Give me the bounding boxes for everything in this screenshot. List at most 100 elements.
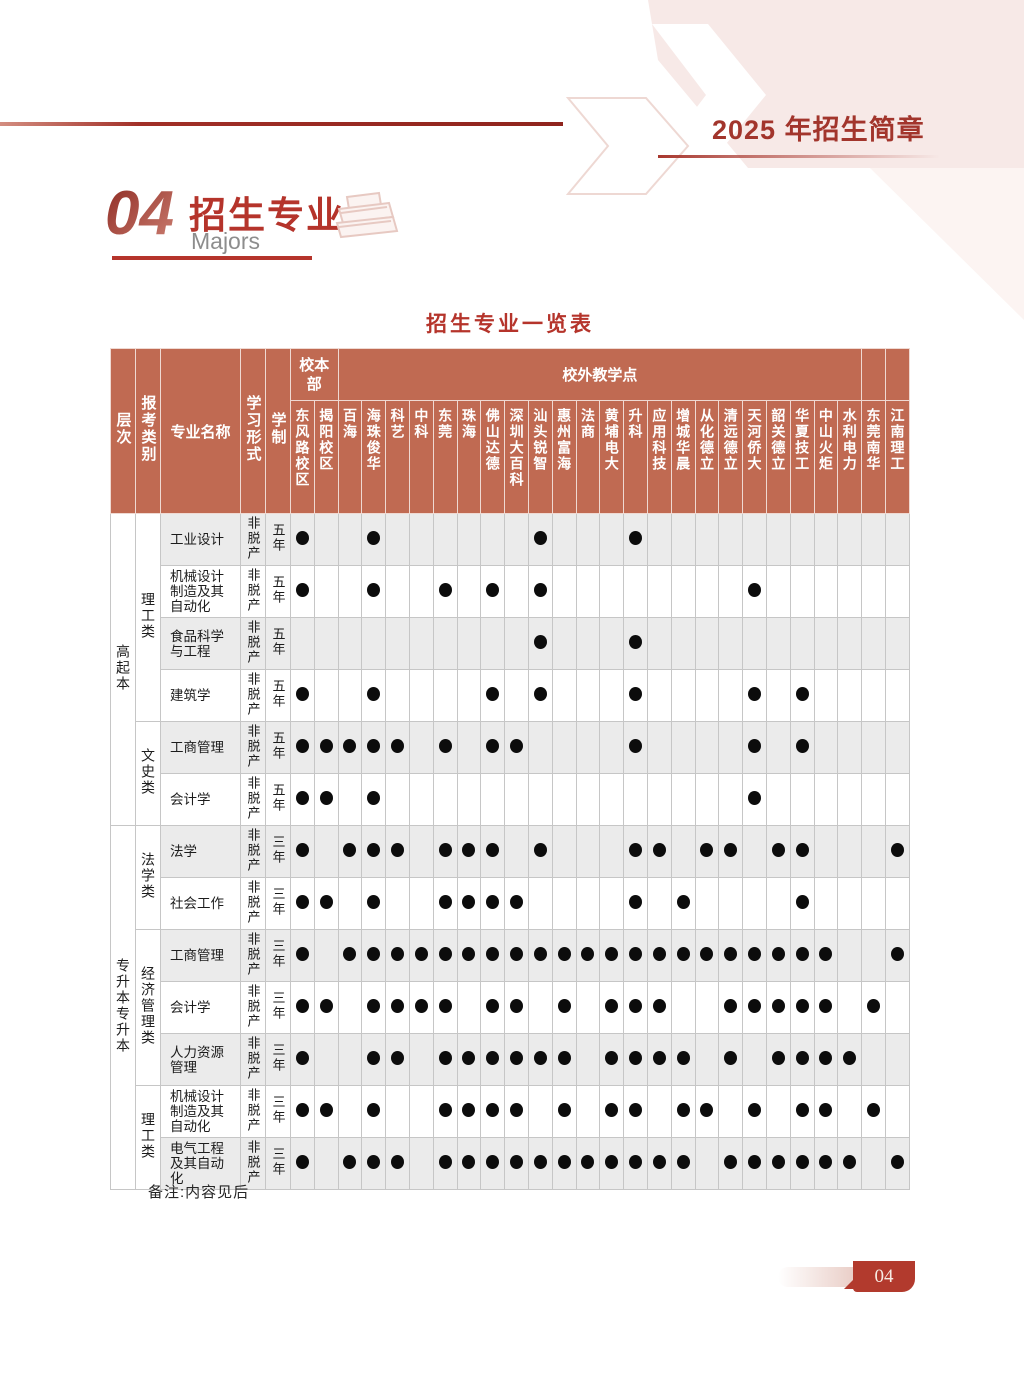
offering-cell	[337, 929, 363, 982]
offered-dot	[462, 947, 476, 961]
offering-cell	[456, 929, 482, 982]
study-form-cell: 非脱产	[240, 1033, 266, 1086]
study-form-cell-label: 非脱产	[245, 1087, 261, 1133]
offered-dot	[724, 999, 738, 1013]
offering-cell	[694, 825, 720, 878]
offering-cell	[504, 929, 529, 982]
offering-cell	[861, 721, 886, 774]
offered-dot	[652, 999, 666, 1013]
offering-cell	[861, 1085, 886, 1138]
corner-header-duration: 学制	[265, 348, 291, 514]
offering-cell	[765, 877, 791, 930]
offered-dot	[343, 947, 357, 961]
offering-cell	[551, 877, 577, 930]
offering-cell	[718, 981, 744, 1034]
offered-dot	[748, 583, 762, 597]
offering-cell	[646, 773, 672, 826]
offering-cell	[646, 721, 672, 774]
offered-dot	[438, 895, 452, 909]
offering-cell	[480, 773, 506, 826]
offered-dot	[367, 739, 381, 753]
study-form-cell-label: 非脱产	[245, 983, 261, 1029]
offering-cell	[290, 825, 315, 878]
offering-cell	[504, 773, 529, 826]
offered-dot	[462, 895, 476, 909]
offered-dot	[629, 739, 643, 753]
major-name-cell: 社会工作	[160, 877, 241, 930]
offering-cell	[313, 669, 339, 722]
study-form-cell: 非脱产	[240, 721, 266, 774]
offered-dot	[391, 739, 405, 753]
duration-cell-label: 三年	[270, 1043, 286, 1073]
offered-dot	[486, 1051, 500, 1065]
offered-dot	[700, 947, 714, 961]
study-form-cell-label: 非脱产	[245, 1035, 261, 1081]
offering-cell	[290, 513, 315, 566]
offered-dot	[486, 739, 500, 753]
corner-header-form-label: 学习形式	[244, 395, 262, 463]
study-form-cell: 非脱产	[240, 565, 266, 618]
offered-dot	[724, 1051, 738, 1065]
study-form-cell-label: 非脱产	[245, 775, 261, 821]
offering-cell	[599, 877, 625, 930]
offering-cell	[480, 513, 506, 566]
offered-dot	[748, 1155, 762, 1169]
offering-cell	[432, 929, 458, 982]
offering-cell	[290, 669, 315, 722]
study-form-cell-label: 非脱产	[245, 671, 261, 717]
campus-column-header: 升科	[623, 400, 648, 514]
offering-cell	[765, 929, 791, 982]
campus-column-header: 惠州富海	[551, 400, 577, 514]
offering-cell	[694, 1033, 720, 1086]
duration-cell: 三年	[265, 981, 291, 1034]
duration-cell: 五年	[265, 669, 291, 722]
offering-cell	[432, 617, 458, 670]
offered-dot	[343, 843, 357, 857]
offering-cell	[385, 721, 410, 774]
offered-dot	[581, 947, 595, 961]
offering-cell	[884, 981, 911, 1034]
footer-decor-bar	[778, 1267, 856, 1287]
offering-cell	[408, 877, 434, 930]
category-group-cell: 理工类	[135, 513, 161, 722]
offered-dot	[724, 843, 738, 857]
offered-dot	[795, 1155, 809, 1169]
campus-column-header-label: 清远德立	[722, 408, 739, 472]
offered-dot	[629, 1051, 643, 1065]
offering-cell	[646, 825, 672, 878]
offering-cell	[432, 773, 458, 826]
offered-dot	[676, 1155, 690, 1169]
offering-cell	[646, 1137, 672, 1190]
offering-cell	[861, 669, 886, 722]
offering-cell	[765, 513, 791, 566]
offering-cell	[742, 669, 767, 722]
offering-cell	[718, 1137, 744, 1190]
offering-cell	[551, 669, 577, 722]
offering-cell	[480, 1033, 506, 1086]
offered-dot	[391, 1051, 405, 1065]
offering-cell	[361, 773, 387, 826]
offering-cell	[837, 1137, 863, 1190]
campus-group-external-label: 校外教学点	[562, 367, 638, 384]
offering-cell	[551, 1033, 577, 1086]
offering-cell	[884, 1137, 911, 1190]
major-name-cell-label: 机械设计制造及其自动化	[170, 569, 224, 614]
offered-dot	[486, 1103, 500, 1117]
offered-dot	[295, 791, 309, 805]
offered-dot	[795, 739, 809, 753]
duration-cell-label: 五年	[270, 575, 286, 605]
duration-cell: 三年	[265, 929, 291, 982]
offering-cell	[599, 773, 625, 826]
offered-dot	[510, 1051, 524, 1065]
offering-cell	[313, 565, 339, 618]
offering-cell	[670, 1085, 696, 1138]
offering-cell	[742, 617, 767, 670]
campus-group-external: 校外教学点	[337, 348, 863, 401]
campus-column-header: 中科	[408, 400, 434, 514]
offered-dot	[629, 531, 643, 545]
offering-cell	[837, 825, 863, 878]
section-number: 04	[105, 179, 174, 248]
offering-cell	[718, 773, 744, 826]
offered-dot	[367, 531, 381, 545]
offered-dot	[771, 999, 785, 1013]
